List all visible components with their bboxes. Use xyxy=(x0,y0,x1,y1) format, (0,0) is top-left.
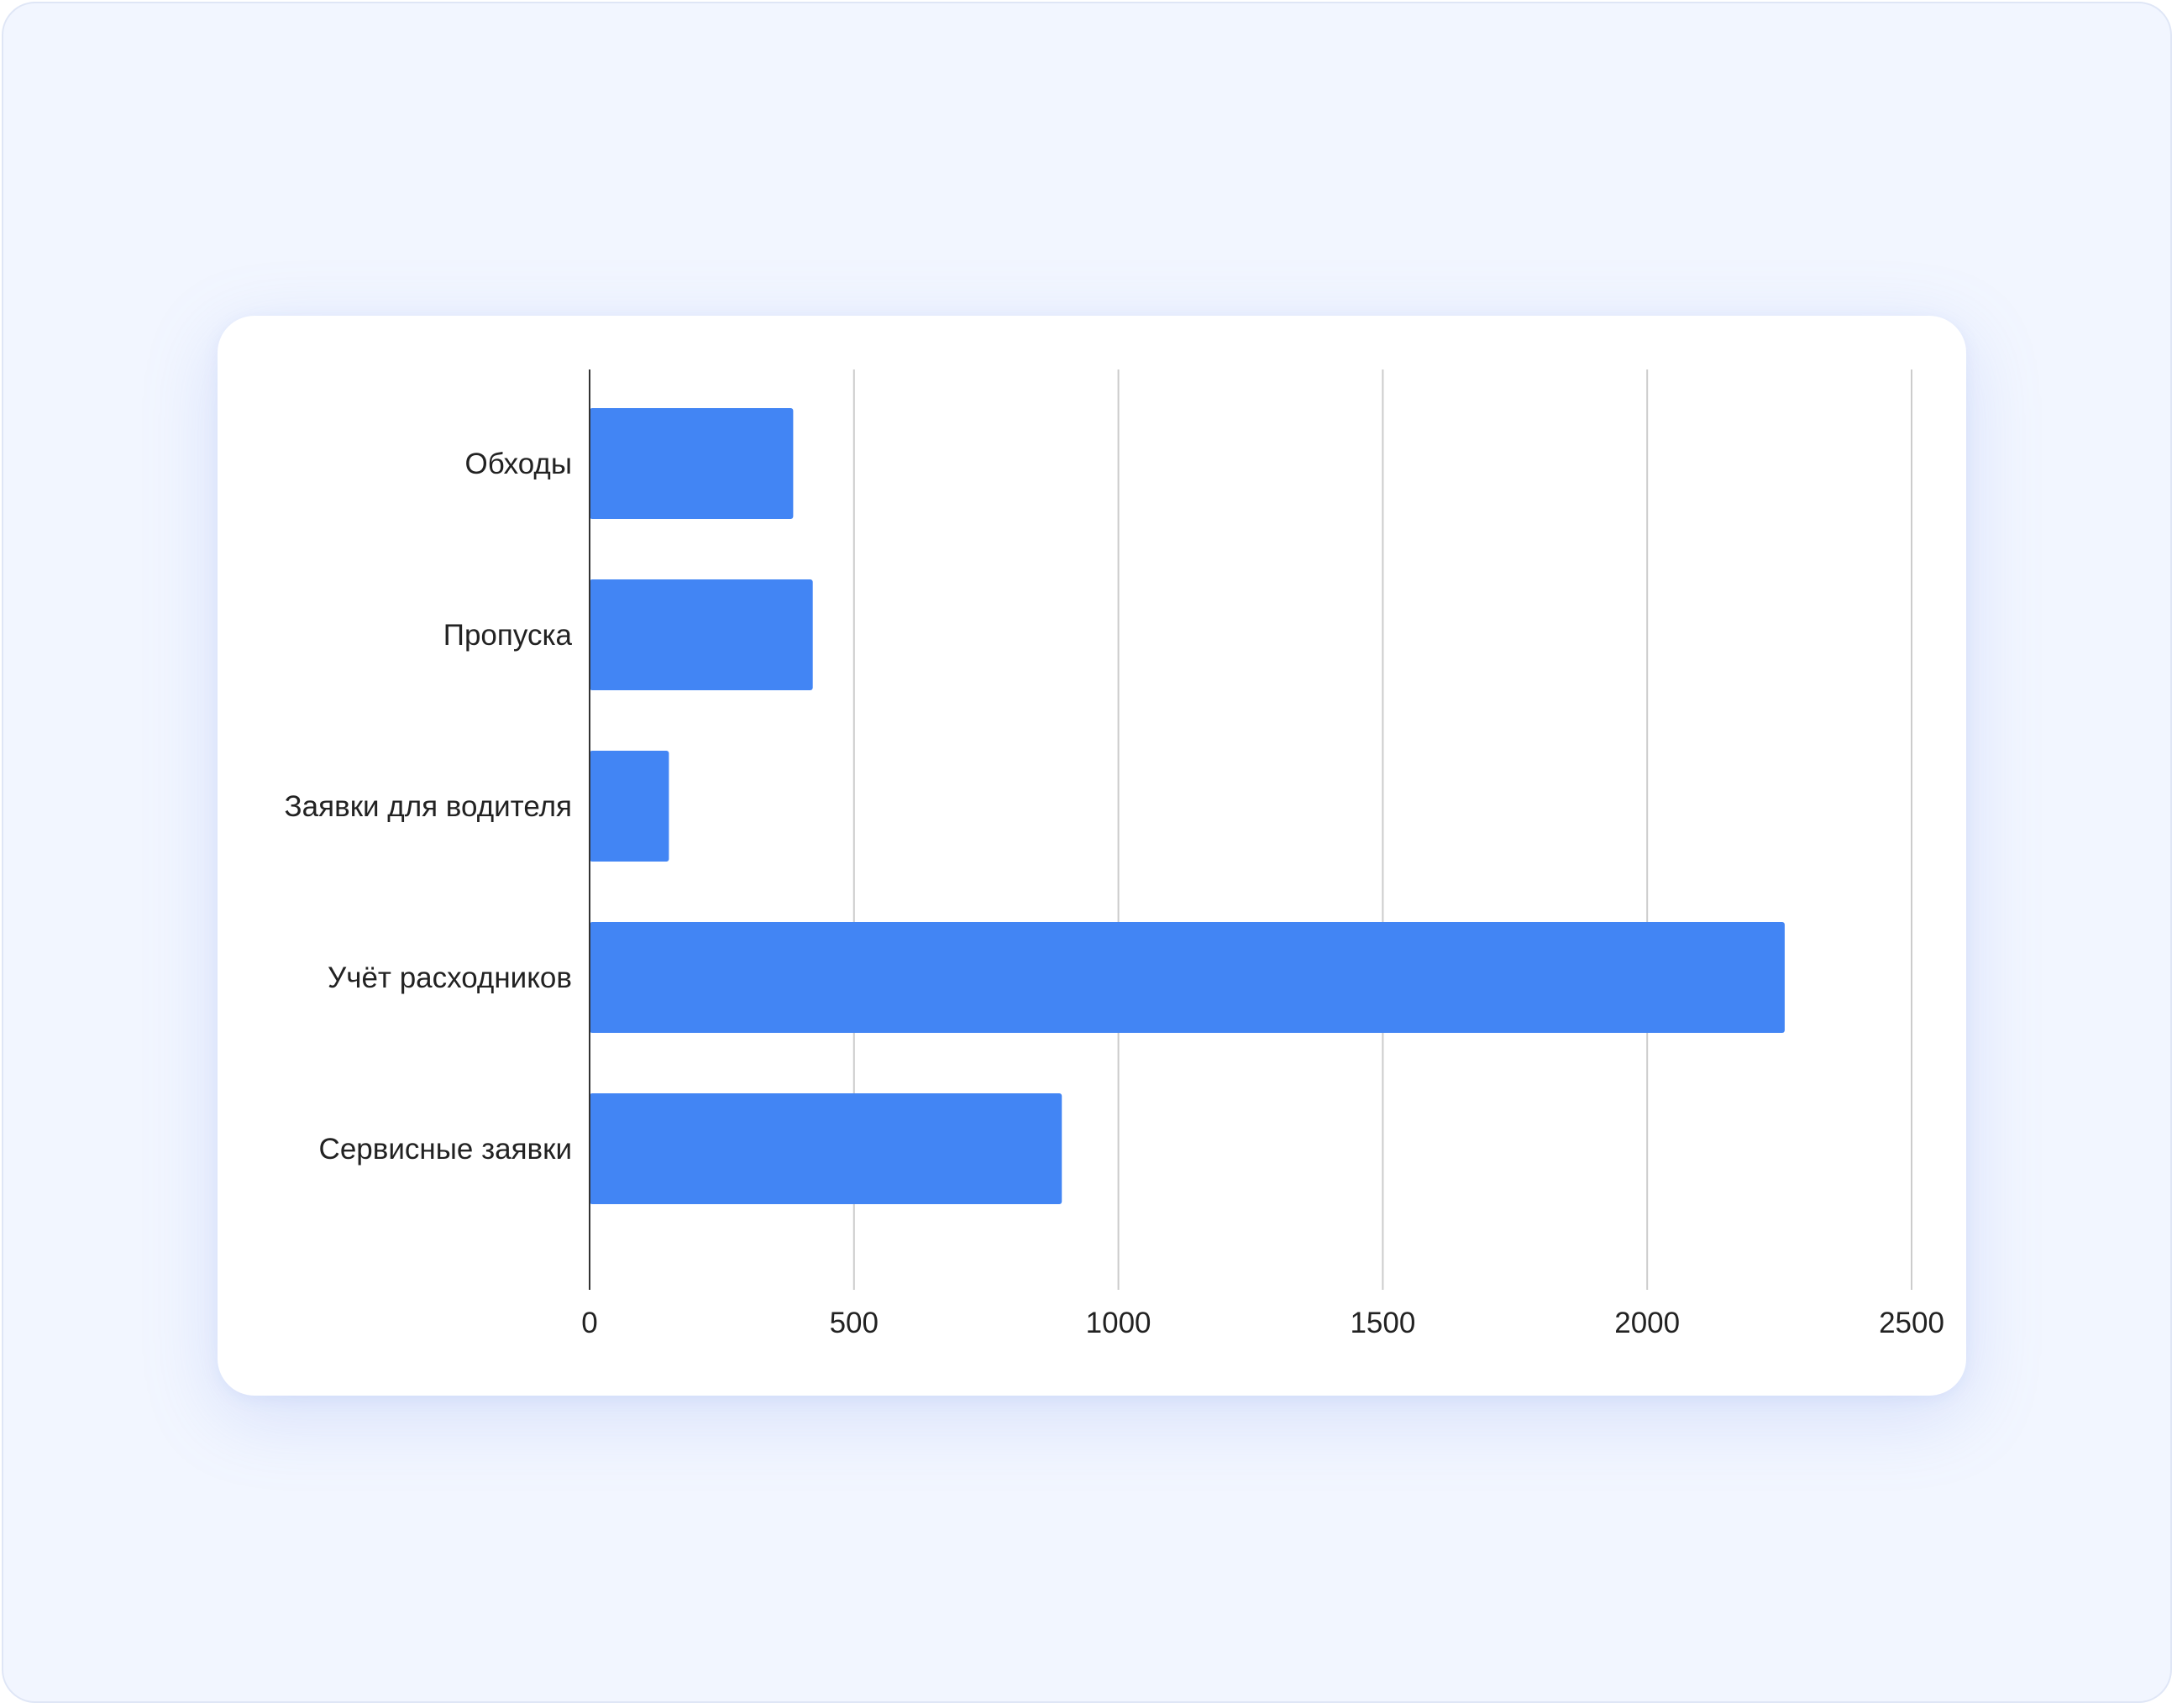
x-tick-labels: 0 500 1000 1500 2000 2500 xyxy=(581,1307,1944,1339)
category-label: Пропуска xyxy=(443,619,573,652)
bar xyxy=(590,751,669,862)
x-tick-label: 0 xyxy=(581,1307,597,1339)
bar xyxy=(590,579,813,690)
category-label: Обходы xyxy=(465,448,573,480)
bar-chart: Обходы Пропуска Заявки для водителя Учёт ра… xyxy=(285,369,1944,1339)
category-label: Заявки для водителя xyxy=(285,790,572,823)
category-labels: Обходы Пропуска Заявки для водителя Учёт ра… xyxy=(285,448,573,1166)
category-label: Учёт расходников xyxy=(328,961,572,994)
x-tick-label: 1500 xyxy=(1350,1307,1415,1339)
x-tick-label: 1000 xyxy=(1086,1307,1151,1339)
x-tick-label: 2000 xyxy=(1614,1307,1680,1339)
x-tick-label: 500 xyxy=(830,1307,879,1339)
bar xyxy=(590,1093,1062,1204)
x-tick-label: 2500 xyxy=(1879,1307,1944,1339)
chart-card: Обходы Пропуска Заявки для водителя Учёт ра… xyxy=(218,316,1966,1396)
bars xyxy=(590,408,1785,1204)
bar xyxy=(590,408,794,519)
category-label: Сервисные заявки xyxy=(319,1133,572,1166)
bar xyxy=(590,922,1785,1033)
